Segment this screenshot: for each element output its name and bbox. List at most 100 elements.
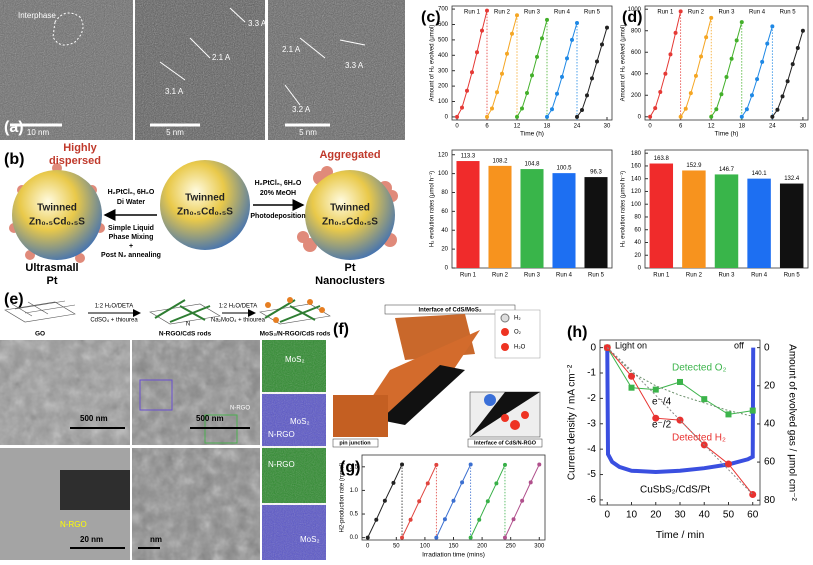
annotation: off [734,340,744,350]
y-tick-label: 140 [631,176,642,182]
series-line [649,11,682,118]
marker [719,92,724,97]
y-tick-label: 600 [438,22,449,28]
y-tick-label: -1 [587,368,596,379]
chart: 0 100 200 300 400 500 600 700 0 6 12 18 24 30 Time (h)… [430,5,613,138]
condition: H₂PtCl₆, 6H₂O [255,180,302,187]
x-tick-label: 30 [604,124,611,130]
x-tick-label: 10 [626,510,638,521]
lattice-spacing: 2.1 A [282,45,301,54]
y-tick-label: 700 [438,7,449,13]
marker [455,114,459,119]
marker [775,107,780,112]
marker [755,77,760,82]
x-axis-label: Time (h) [715,131,739,138]
marker [709,114,714,119]
x-tick-label: 50 [393,544,400,550]
y-tick-label: 180 [631,151,642,157]
marker [510,31,514,36]
series-label: Run 5 [780,10,797,16]
marker [502,535,507,540]
marker [528,480,533,485]
marker [477,517,482,522]
series-line [576,27,608,118]
schematic-label: N [186,322,190,328]
marker [652,414,660,422]
y-tick-label: 0 [445,114,449,120]
marker [570,37,574,42]
marker [575,20,579,25]
y-tick-label: 200 [631,93,642,99]
y-tick-label: 20 [441,247,448,253]
y-tick-label: 60 [634,227,641,233]
sphere-label: Zn₀.₅Cd₀.₅S [177,207,233,218]
x-axis-label: Time / min [656,529,705,541]
series-line [710,21,743,118]
x-tick-label: 50 [723,510,735,521]
x-tick-label: 12 [708,124,715,130]
marker [605,25,609,30]
marker [683,106,688,111]
x-tick-label: 30 [674,510,686,521]
y-tick-label: 0 [445,266,449,272]
label-box [384,304,516,315]
marker [485,8,489,13]
marker [442,517,447,522]
marker [739,20,744,25]
marker [520,106,524,111]
marker [709,15,714,20]
x-tick-label: 12 [514,124,521,130]
annotation: Light on [615,340,647,350]
marker [408,517,413,522]
condition: Di Water [117,199,145,206]
y-tick-label: 100 [438,171,449,177]
marker [425,481,430,486]
series-label: Run 3 [718,10,735,16]
sphere [12,170,102,260]
y-tick-label: 400 [438,53,449,59]
x-tick-label: 100 [420,544,431,550]
marker [688,91,693,96]
step-label: GO [35,331,45,338]
highlight-box [139,379,173,411]
x-tick-label: Run 5 [588,273,605,279]
marker [677,378,683,385]
tem-texture [0,0,133,140]
image-texture [262,340,326,560]
marker [565,56,569,61]
y-tick-label: 100 [631,202,642,208]
marker [520,498,525,503]
panel-label: (h) [567,324,587,341]
y2-axis-label: Amount of evolved gas / μmol cm⁻² [786,344,797,501]
y-tick-label: 1.5 [350,464,359,470]
x-tick-label: 6 [679,124,683,130]
x-tick-label: Run 3 [524,273,541,279]
marker [365,535,370,540]
value-label: 113.3 [461,154,476,160]
sphere [305,170,395,260]
legend-label: O₂ [514,330,522,336]
marker [530,73,534,78]
x-tick-label: Run 4 [556,273,573,279]
callout-label: pin junction [339,440,371,446]
series-line [516,19,548,118]
series-label: CuSbS₂/CdS/Pt [640,485,710,496]
marker [653,106,658,111]
marker [704,35,709,40]
marker [515,13,519,18]
x-tick-label: 6 [485,124,489,130]
image-label: N-RGO [230,406,250,412]
x-tick-label: 200 [477,544,488,550]
image-label: N-RGO [60,520,87,529]
panel-label: (d) [622,9,642,26]
marker [765,41,770,46]
marker [480,28,484,33]
bar [456,161,480,268]
marker [400,462,405,467]
plot-frame [644,5,809,121]
chart: 0 20 40 60 80 100 120 140 160 180 H₂ evolution rat… [621,149,809,279]
marker [724,460,732,468]
o2-bubbles [501,411,529,430]
y-tick-label: 80 [634,215,641,221]
y-axis-label: H₂ evolution rates (μmol h⁻¹) [430,171,436,247]
